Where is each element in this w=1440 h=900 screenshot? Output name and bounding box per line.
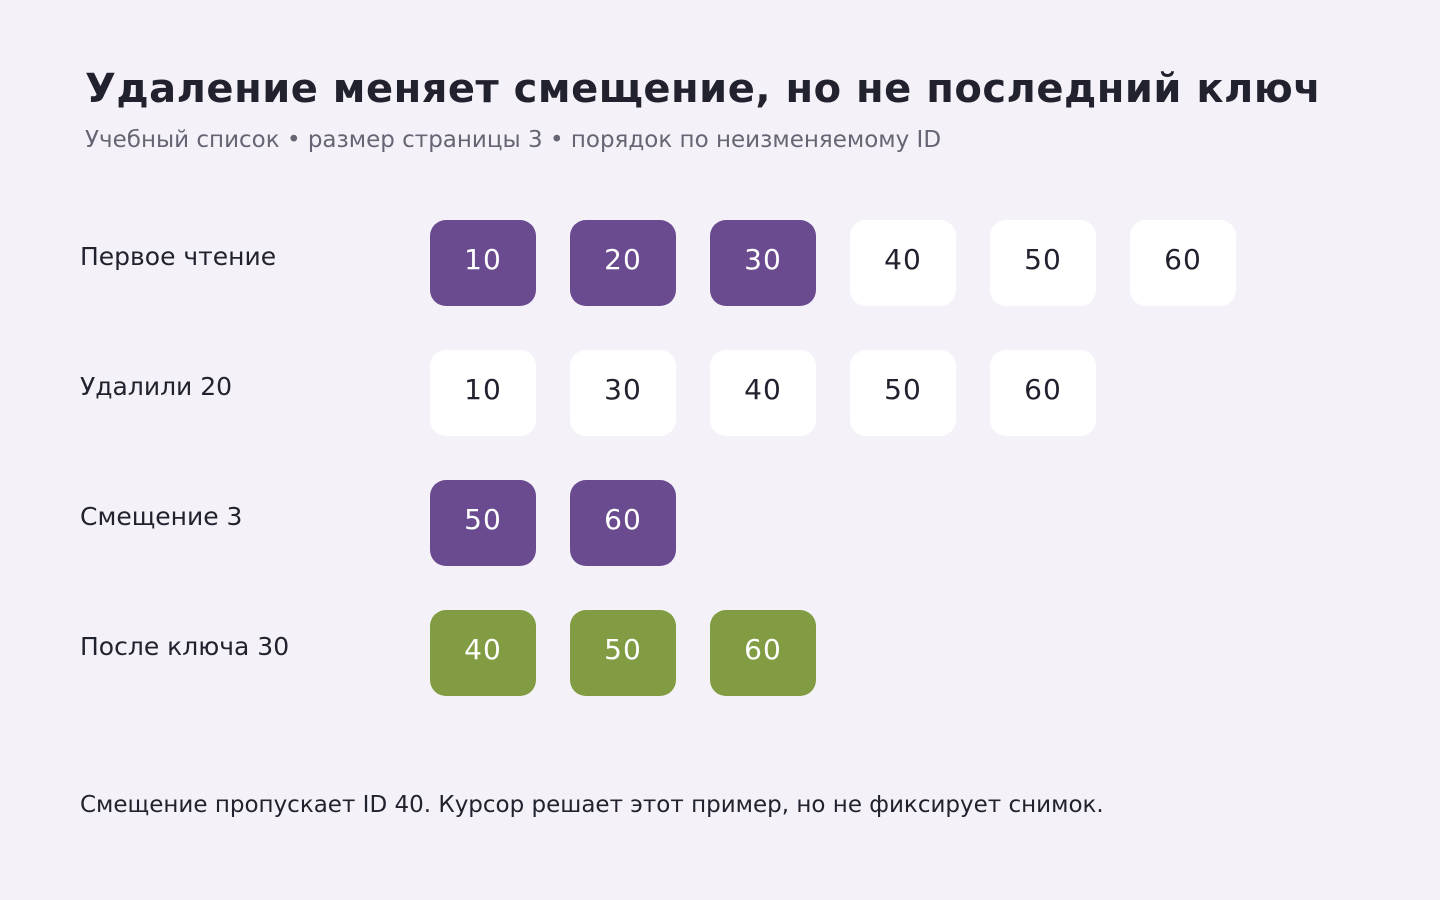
- row-label: Смещение 3: [80, 502, 243, 531]
- id-cell: 60: [1130, 220, 1236, 306]
- id-cell: 50: [990, 220, 1096, 306]
- id-cell: 30: [570, 350, 676, 436]
- id-cell: 40: [850, 220, 956, 306]
- id-cell: 60: [990, 350, 1096, 436]
- id-cell: 50: [850, 350, 956, 436]
- row-label: Первое чтение: [80, 242, 277, 271]
- id-cell: 40: [710, 350, 816, 436]
- page-subtitle: Учебный список • размер страницы 3 • пор…: [85, 127, 942, 153]
- id-cell: 50: [430, 480, 536, 566]
- id-cell: 60: [710, 610, 816, 696]
- row-label: После ключа 30: [80, 632, 290, 661]
- id-cell: 60: [570, 480, 676, 566]
- page-title: Удаление меняет смещение, но не последни…: [85, 66, 1322, 112]
- id-cell: 50: [570, 610, 676, 696]
- id-cell: 40: [430, 610, 536, 696]
- id-cell: 20: [570, 220, 676, 306]
- id-cell: 10: [430, 350, 536, 436]
- id-cell: 10: [430, 220, 536, 306]
- footnote: Смещение пропускает ID 40. Курсор решает…: [80, 792, 1104, 818]
- row-label: Удалили 20: [80, 372, 233, 401]
- id-cell: 30: [710, 220, 816, 306]
